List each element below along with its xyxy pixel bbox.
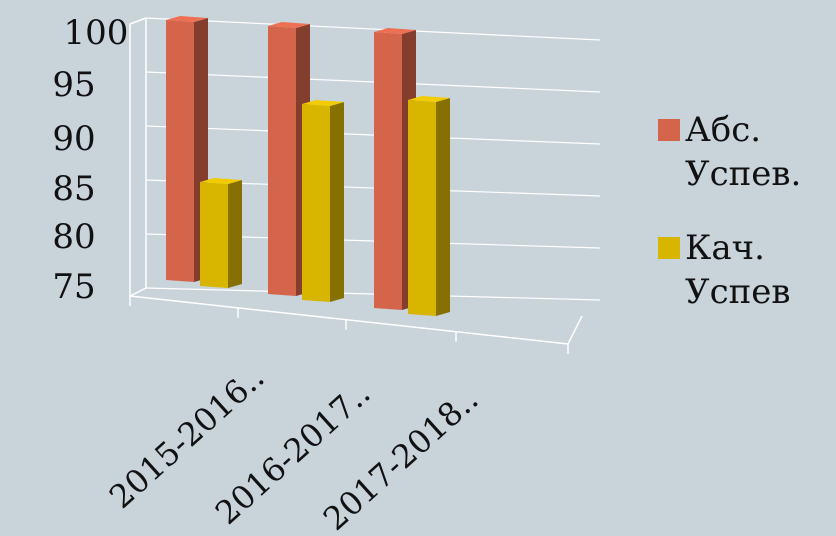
floor-left-edge <box>129 287 147 297</box>
bar-kach-3-side <box>436 98 450 316</box>
bar-kach-2 <box>302 104 330 302</box>
y-tick-label: 80 <box>52 217 95 257</box>
bar-kach-1-side <box>228 180 242 288</box>
bar-kach-1-top <box>200 178 242 184</box>
bar-kach-3 <box>408 100 436 316</box>
legend-label-series-2: Кач. Успев <box>685 228 791 312</box>
bar-kach-2-top <box>302 100 344 106</box>
bar-abs-3 <box>374 32 402 310</box>
gridline <box>145 287 601 301</box>
bar-abs-3-top <box>374 28 416 34</box>
y-axis-wall-lip <box>129 17 147 25</box>
y-tick-label: 75 <box>52 267 95 307</box>
bars-layer <box>166 16 450 316</box>
gridline <box>145 17 601 41</box>
bar-kach-1 <box>200 182 228 288</box>
legend-swatch-series-1 <box>658 119 680 141</box>
bar-kach-3-top <box>408 96 450 102</box>
bar-kach-2-side <box>330 102 344 302</box>
legend-label-series-1: Абс. Успев. <box>685 110 802 194</box>
floor-right-edge <box>567 315 583 345</box>
legend-item-series-1: Абс. Успев. <box>658 108 835 196</box>
y-tick-label: 100 <box>64 13 129 53</box>
legend-item-series-2: Кач. Успев <box>658 226 835 314</box>
y-tick-label: 95 <box>52 65 95 105</box>
bar-abs-2-top <box>268 22 310 28</box>
x-axis-line <box>129 295 569 345</box>
gridline <box>145 125 601 145</box>
y-tick-label: 90 <box>52 119 95 159</box>
gridline <box>145 71 601 93</box>
bar-abs-2 <box>268 26 296 296</box>
legend-swatch-series-2 <box>658 237 680 259</box>
legend: Абс. Успев. Кач. Успев <box>658 108 835 344</box>
bar-abs-1 <box>166 20 194 282</box>
y-tick-label: 85 <box>52 169 95 209</box>
bar-abs-1-top <box>166 16 208 22</box>
